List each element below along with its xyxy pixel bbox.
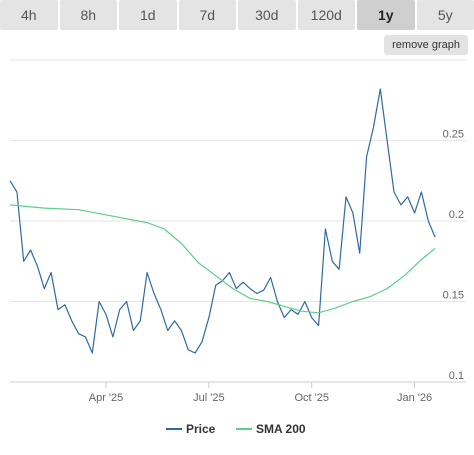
y-tick-label: 0.15 [443, 290, 464, 302]
x-tick-label: Oct '25 [294, 392, 329, 404]
x-tick-label: Jul '25 [193, 392, 224, 404]
tab-8h[interactable]: 8h [59, 0, 117, 30]
legend-label-price: Price [186, 422, 216, 436]
tab-4h[interactable]: 4h [0, 0, 58, 30]
series-lines [9, 88, 436, 354]
x-tick-label: Apr '25 [89, 392, 124, 404]
tab-5y[interactable]: 5y [416, 0, 474, 30]
y-tick-label: 0.1 [449, 370, 464, 382]
x-tick-label: Jan '26 [397, 392, 432, 404]
tab-120d[interactable]: 120d [297, 0, 355, 30]
legend: Price SMA 200 [166, 422, 306, 436]
remove-graph-button[interactable]: remove graph [384, 35, 468, 55]
tab-7d[interactable]: 7d [178, 0, 236, 30]
y-tick-label: 0.25 [443, 129, 464, 141]
tab-1d[interactable]: 1d [119, 0, 177, 30]
legend-label-sma-200: SMA 200 [256, 422, 306, 436]
series-line-sma-200 [9, 204, 436, 314]
tab-30d[interactable]: 30d [238, 0, 296, 30]
x-axis-ticks: Apr '25 Jul '25 Oct '25 Jan '26 [10, 381, 466, 404]
y-axis-ticks: 0.1 0.15 0.2 0.25 [443, 129, 464, 383]
y-tick-label: 0.2 [449, 209, 464, 221]
tab-1y[interactable]: 1y [357, 0, 415, 30]
timeframe-tabs: 4h 8h 1d 7d 30d 120d 1y 5y [0, 0, 474, 30]
